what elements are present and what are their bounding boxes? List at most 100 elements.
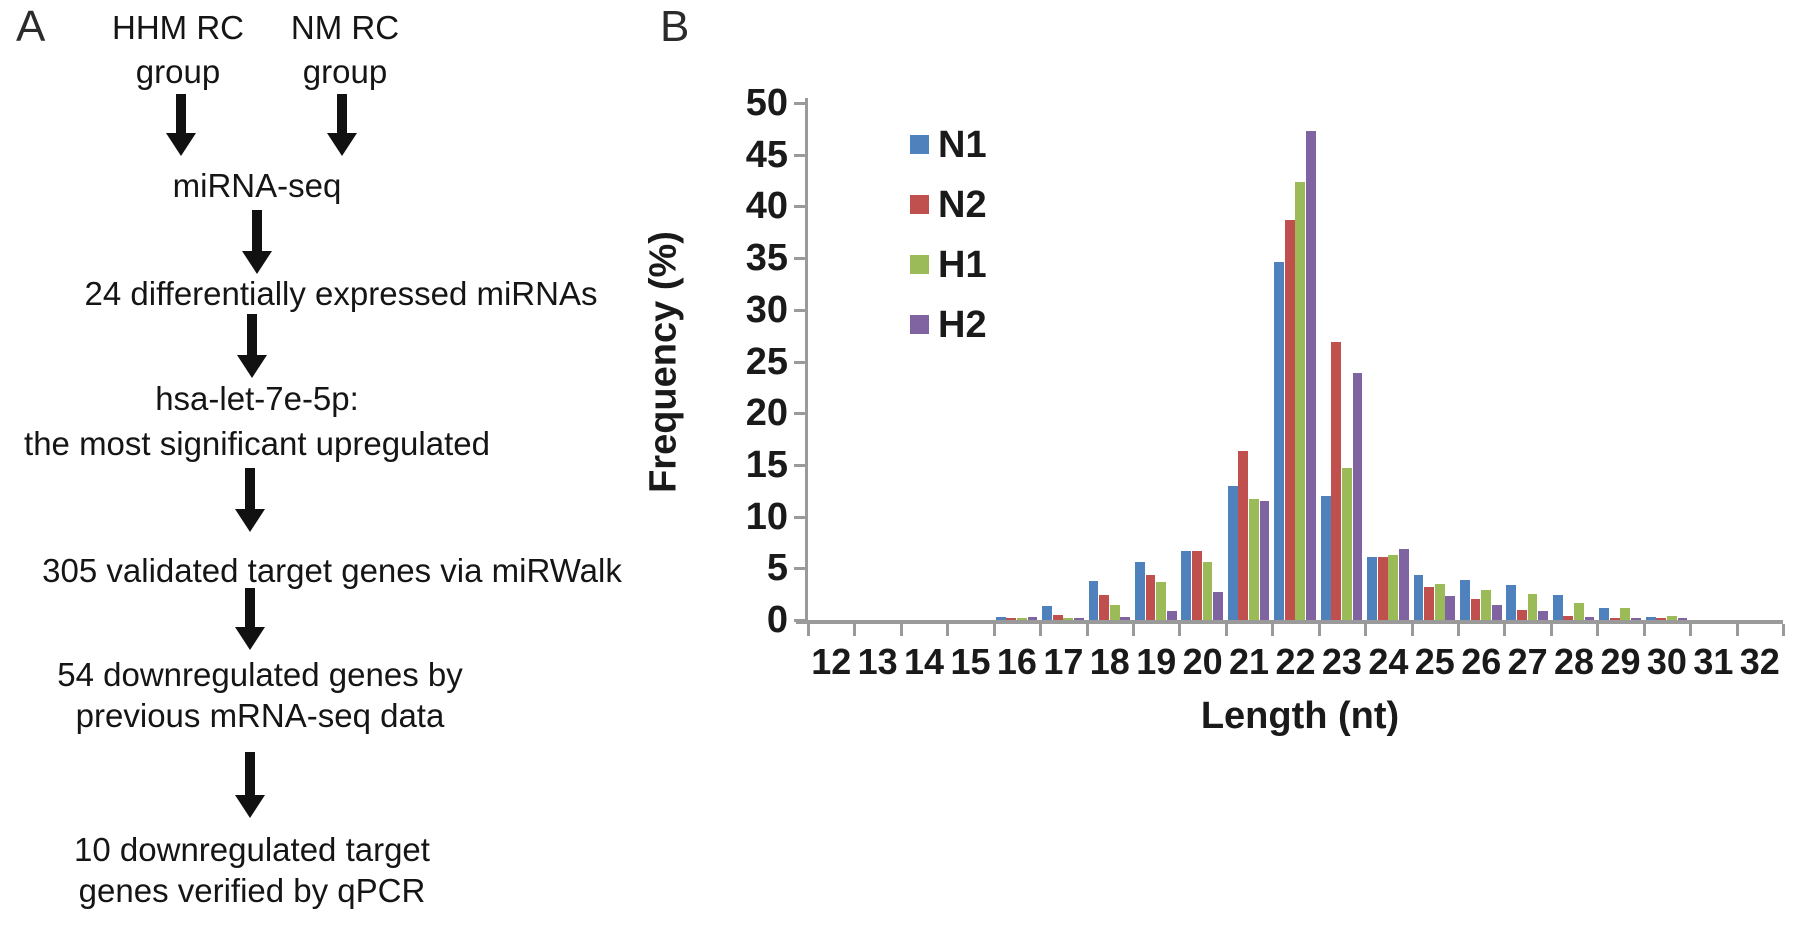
bar-N1-24: [1367, 556, 1377, 620]
flow-node-line: hsa-let-7e-5p:: [155, 380, 359, 417]
bar-H1-24: [1388, 554, 1399, 620]
flow-node-diff-expressed: 24 differentially expressed miRNAs: [84, 275, 598, 312]
y-tick-mark: [794, 153, 805, 157]
x-tick-label: 21: [1229, 641, 1270, 682]
bar-H2-16: [1027, 616, 1038, 620]
x-tick-label: 13: [857, 641, 898, 682]
arrow-stem: [252, 210, 262, 251]
down-arrow-icon: [166, 94, 196, 156]
flow-node-line: group: [302, 53, 388, 90]
bar-N2-26: [1470, 599, 1481, 620]
x-tick-label: 28: [1554, 641, 1595, 682]
x-tick-mark: [1735, 624, 1739, 636]
flow-node-line: 54 downregulated genes by: [57, 656, 463, 693]
y-tick-mark: [794, 567, 805, 571]
bar-H1-29: [1620, 607, 1631, 620]
bar-N1-29: [1599, 607, 1610, 620]
bar-N1-23: [1320, 495, 1331, 620]
bar-H1-16: [1016, 618, 1027, 620]
arrow-head: [166, 133, 196, 156]
panel-a-label: A: [16, 2, 46, 51]
bar-H2-23: [1352, 372, 1363, 620]
x-tick-mark: [899, 624, 903, 636]
x-tick-mark: [946, 624, 950, 636]
bar-N1-27: [1506, 584, 1517, 620]
y-tick-label: 20: [745, 392, 788, 435]
x-axis-title: Length (nt): [1200, 695, 1400, 737]
legend-swatch-n1: [910, 135, 929, 154]
x-tick-label: 24: [1368, 641, 1409, 682]
panel-b-label: B: [660, 2, 690, 51]
bar-H2-21: [1259, 501, 1270, 620]
y-tick-label: 15: [745, 443, 788, 486]
down-arrow-icon: [237, 314, 267, 378]
flow-node-mirna-seq: miRNA-seq: [172, 167, 342, 204]
arrow-stem: [245, 752, 255, 795]
bar-H2-30: [1677, 618, 1688, 620]
x-tick-mark: [1317, 624, 1321, 636]
y-axis-line: [805, 98, 808, 624]
y-tick-label: 50: [745, 82, 788, 124]
bar-H1-18: [1109, 604, 1120, 620]
flow-node-line: genes verified by qPCR: [78, 872, 426, 909]
arrow-stem: [176, 94, 186, 133]
flow-node-qpcr-verified: 10 downregulated target genes verified b…: [74, 829, 430, 911]
bar-N2-23: [1331, 341, 1342, 620]
bar-H1-17: [1063, 617, 1074, 620]
x-tick-mark: [1410, 624, 1414, 636]
flow-node-validated-targets: 305 validated target genes via miRWalk: [42, 552, 622, 589]
down-arrow-icon: [327, 94, 357, 156]
bar-N1-21: [1227, 485, 1238, 620]
y-tick-mark: [794, 463, 805, 467]
bar-N2-25: [1424, 586, 1434, 620]
bar-H1-30: [1666, 615, 1677, 620]
legend-item-h1: H1: [910, 246, 987, 284]
arrow-head: [235, 509, 265, 532]
bar-H1-27: [1527, 594, 1538, 620]
x-tick-label: 26: [1461, 641, 1502, 682]
bar-N2-27: [1517, 609, 1527, 620]
legend-item-n1: N1: [910, 126, 987, 164]
legend-label: H2: [938, 304, 987, 346]
y-tick-label: 25: [745, 340, 788, 383]
y-tick-label: 30: [745, 288, 788, 331]
bar-N2-28: [1563, 615, 1574, 620]
x-tick-label: 17: [1043, 641, 1084, 682]
bar-H1-22: [1295, 181, 1306, 620]
y-tick-label: 45: [745, 133, 788, 176]
bar-H2-25: [1445, 596, 1456, 620]
y-tick-label: 5: [766, 547, 788, 590]
flow-node-line: 10 downregulated target: [74, 831, 430, 868]
arrow-stem: [245, 468, 255, 509]
x-tick-mark: [807, 624, 810, 636]
bar-H1-25: [1434, 583, 1445, 620]
bar-H2-26: [1491, 604, 1502, 620]
x-tick-mark: [1457, 624, 1460, 636]
legend-item-h2: H2: [910, 306, 987, 344]
y-tick-label: 40: [745, 185, 788, 228]
bar-H2-29: [1631, 617, 1641, 620]
flow-node-nm-rc-group: NM RC group: [291, 6, 399, 94]
y-tick-label: 35: [745, 237, 788, 280]
y-axis-title: Frequency (%): [642, 231, 685, 493]
x-tick-mark: [1689, 624, 1693, 636]
arrow-head: [237, 355, 267, 378]
x-tick-mark: [1596, 624, 1600, 636]
legend-label: N2: [938, 184, 987, 226]
arrow-head: [242, 251, 272, 274]
bar-N1-18: [1088, 580, 1099, 620]
bar-N2-24: [1377, 556, 1388, 620]
y-tick-label: 10: [745, 495, 788, 538]
x-tick-mark: [1503, 624, 1507, 636]
bar-N1-17: [1042, 605, 1052, 620]
x-tick-label: 27: [1507, 641, 1548, 682]
bar-H2-17: [1073, 618, 1084, 620]
bar-N1-30: [1645, 616, 1656, 620]
bar-N2-20: [1192, 550, 1202, 620]
y-tick-mark: [794, 619, 805, 622]
bar-N2-22: [1284, 219, 1295, 620]
bar-N1-25: [1413, 574, 1424, 620]
bar-H2-20: [1213, 592, 1224, 620]
legend-label: H1: [938, 244, 987, 286]
